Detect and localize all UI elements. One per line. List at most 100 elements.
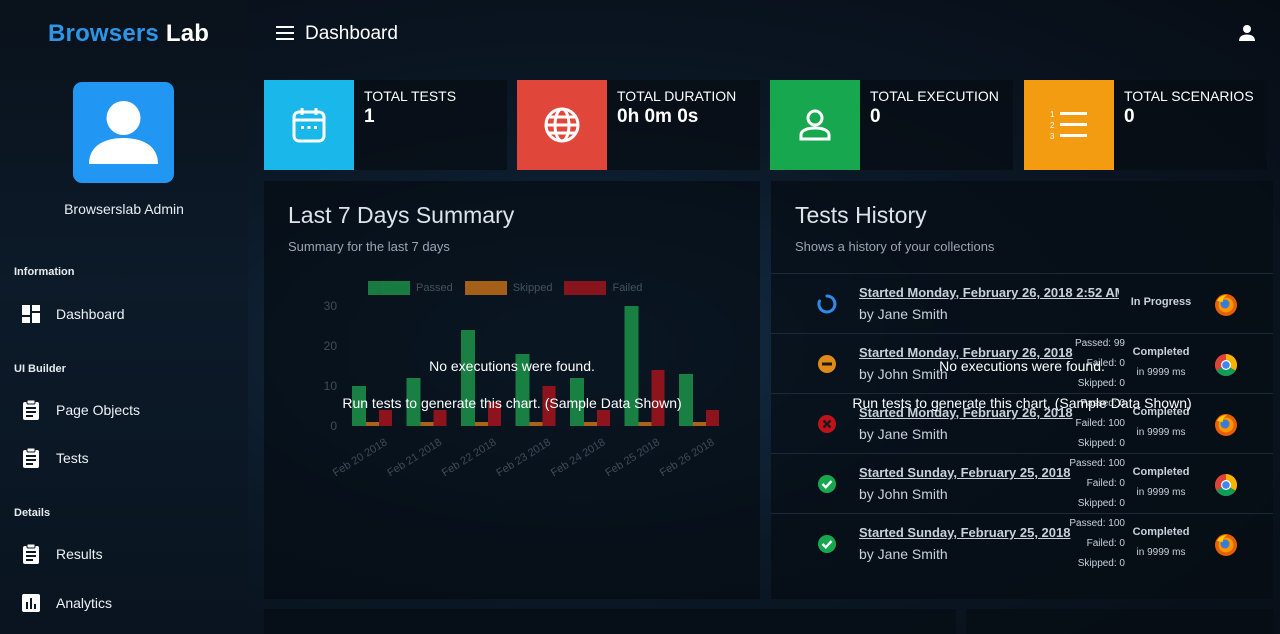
history-row-passed: Passed: 99 [1074,338,1125,349]
history-row-failed: Failed: 100 [1075,418,1125,429]
bar-passed[interactable] [570,378,584,426]
summary-title: Last 7 Days Summary [288,202,515,228]
sidebar-item-label: Page Objects [56,402,141,418]
bar-failed[interactable] [597,410,610,426]
x-tick-label: Feb 25 2018 [603,436,662,479]
bar-skipped[interactable] [638,422,652,426]
summary-subtitle: Summary for the last 7 days [288,239,450,254]
history-row-user: by John Smith [859,486,948,502]
history-row-user: by Jane Smith [859,306,948,322]
history-row-title[interactable]: Started Sunday, February 25, 2018 [859,465,1071,480]
sidebar-item-label: Dashboard [56,306,125,322]
sidebar-item-results[interactable]: Results [20,540,103,568]
bar-skipped[interactable] [475,422,488,426]
in-progress-spinner-icon [817,294,837,314]
stat-value: 0 [1124,106,1135,127]
clipboard-icon [20,543,42,565]
history-row-passed: Passed: 0 [1080,398,1125,409]
sidebar-item-page-objects[interactable]: Page Objects [20,396,140,424]
menu-toggle-icon[interactable] [276,26,294,42]
x-tick-label: Feb 24 2018 [549,436,608,479]
bar-failed[interactable] [488,402,501,426]
history-row-user: by Jane Smith [859,426,948,442]
history-row-user: by Jane Smith [859,546,948,562]
firefox-icon [1215,294,1237,316]
legend-item-passed[interactable]: Passed [368,281,453,295]
bar-passed[interactable] [624,306,639,426]
bar-passed[interactable] [515,354,530,426]
user-menu-icon[interactable] [1238,24,1256,42]
passed-status-icon [818,475,836,493]
y-tick-label: 0 [330,419,337,433]
history-empty-title: No executions were found. [939,358,1105,374]
legend-item-failed[interactable]: Failed [564,281,642,295]
bar-passed[interactable] [679,374,693,426]
bar-failed[interactable] [706,410,719,426]
bar-failed[interactable] [379,410,392,426]
history-row-failed: Failed: 0 [1086,478,1125,489]
bar-passed[interactable] [352,386,366,426]
stat-label: TOTAL SCENARIOS [1124,88,1254,104]
sidebar-item-label: Tests [56,450,89,466]
history-row-user: by John Smith [859,366,948,382]
stat-card-total-tests: TOTAL TESTS 1 [264,80,507,170]
clipboard-icon [20,399,42,421]
history-row[interactable]: Started Sunday, February 25, 2018 by Jan… [771,513,1273,573]
admin-name: Browserslab Admin [64,201,184,217]
sidebar-item-analytics[interactable]: Analytics [20,589,112,617]
chart-empty-subtitle: Run tests to generate this chart. (Sampl… [342,395,682,411]
bar-passed[interactable] [461,330,475,426]
stat-label: TOTAL EXECUTION [870,88,999,104]
stat-card-total-duration: TOTAL DURATION 0h 0m 0s [517,80,760,170]
history-empty-subtitle: Run tests to generate this chart. (Sampl… [852,395,1192,411]
bar-failed[interactable] [433,410,447,426]
history-row-duration: in 9999 ms [1136,487,1186,498]
bar-passed[interactable] [406,378,421,426]
summary-panel: Last 7 Days Summary Summary for the last… [264,181,760,599]
bar-skipped[interactable] [693,422,706,426]
history-row[interactable]: Started Monday, February 26, 2018 by Jan… [771,393,1273,453]
history-panel: Tests History Shows a history of your co… [771,181,1273,599]
history-row-skipped: Skipped: 0 [1077,558,1125,569]
history-row-title[interactable]: Started Monday, February 26, 2018 2:52 A… [859,285,1119,300]
bar-skipped[interactable] [584,422,597,426]
legend-item-skipped[interactable]: Skipped [464,281,553,295]
history-row[interactable]: Started Monday, February 26, 2018 2:52 A… [771,273,1273,333]
chrome-icon [1215,354,1237,376]
legend-label: Skipped [512,282,553,294]
brand-logo[interactable]: Browsers Lab [48,20,209,48]
topbar: Dashboard [248,0,1280,68]
history-row-duration: in 9999 ms [1136,367,1186,378]
history-row-title[interactable]: Started Sunday, February 25, 2018 [859,525,1071,540]
y-tick-label: 10 [324,379,338,393]
history-row-status: Completed [1132,406,1190,418]
history-row-skipped: Skipped: 0 [1077,378,1125,389]
history-row-skipped: Skipped: 0 [1077,438,1125,449]
bar-skipped[interactable] [420,422,434,426]
bar-skipped[interactable] [366,422,379,426]
bottom-panel-left [264,609,956,634]
bar-failed[interactable] [651,370,665,426]
nav-section-details: Details [14,507,51,519]
bar-skipped[interactable] [529,422,543,426]
x-tick-label: Feb 23 2018 [494,436,553,479]
nav-section-ui-builder: UI Builder [14,363,66,375]
history-row-passed: Passed: 100 [1069,458,1125,469]
person-icon [770,80,860,170]
stat-value: 0 [870,106,881,127]
stat-card-total-execution: TOTAL EXECUTION 0 [770,80,1013,170]
failed-status-icon [818,415,836,433]
sidebar-item-dashboard[interactable]: Dashboard [20,300,125,328]
history-row[interactable]: Started Sunday, February 25, 2018 by Joh… [771,453,1273,513]
dashboard-icon [20,303,42,325]
chart-empty-title: No executions were found. [429,358,595,374]
legend-label: Passed [416,282,453,294]
bar-failed[interactable] [542,386,556,426]
avatar[interactable] [73,82,174,183]
clipboard-icon [20,447,42,469]
sidebar-item-tests[interactable]: Tests [20,444,89,472]
history-row[interactable]: Started Monday, February 26, 2018 by Joh… [771,333,1273,393]
history-row-title[interactable]: Started Monday, February 26, 2018 [859,345,1073,360]
history-row-title[interactable]: Started Monday, February 26, 2018 [859,405,1073,420]
